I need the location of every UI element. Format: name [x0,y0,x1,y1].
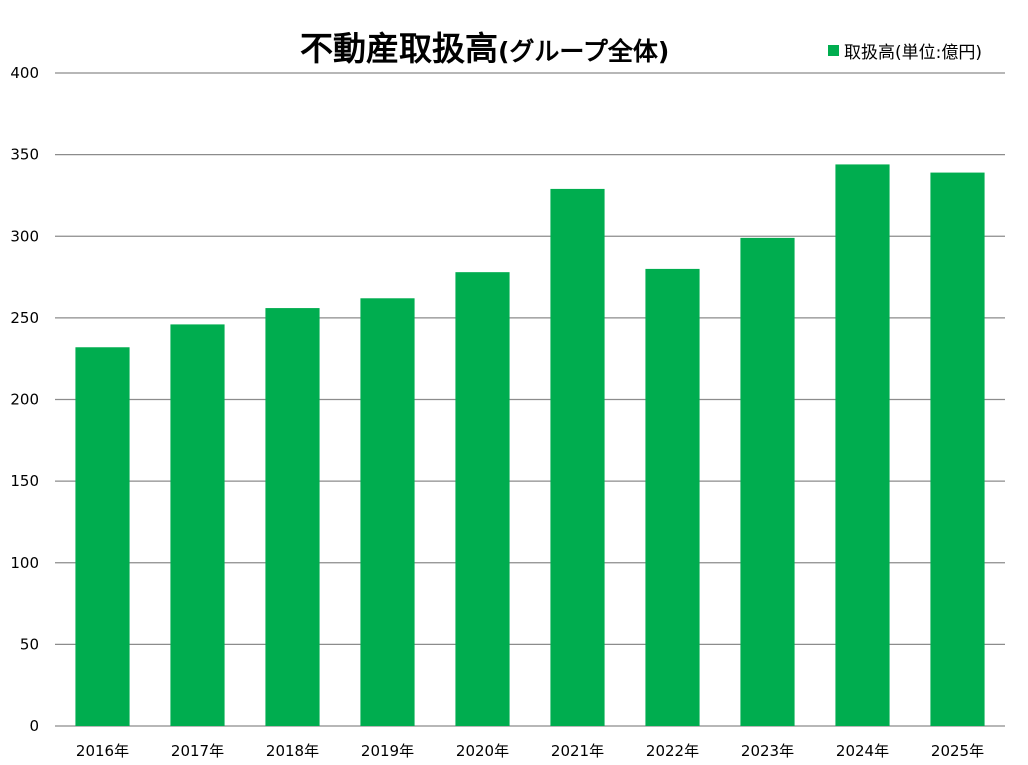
chart-title-main: 不動産取扱高 [300,29,498,68]
bar-2018年 [265,308,320,726]
y-tick-label: 350 [10,146,39,164]
bar-2021年 [550,188,605,727]
bar-2020年 [455,272,510,726]
x-tick-label: 2025年 [931,742,984,760]
y-tick-label: 150 [10,472,39,490]
y-tick-label: 300 [10,227,39,245]
x-tick-label: 2024年 [836,742,889,760]
bar-2023年 [740,237,795,726]
bar-2024年 [835,164,890,727]
y-tick-label: 50 [20,635,39,653]
bar-2016年 [75,347,130,726]
chart-title: 不動産取扱高(グループ全体) [300,22,669,70]
y-tick-label: 250 [10,309,39,327]
x-tick-label: 2020年 [456,742,509,760]
legend-label: 取扱高(単位:億円) [844,43,982,63]
x-tick-label: 2023年 [741,742,794,760]
legend-swatch [828,45,839,56]
x-tick-label: 2018年 [266,742,319,760]
y-tick-label: 100 [10,554,39,572]
legend: 取扱高(単位:億円) [828,38,982,63]
chart-title-subtitle: (グループ全体) [498,37,670,66]
bar-2022年 [645,268,700,726]
x-tick-label: 2019年 [361,742,414,760]
x-tick-label: 2021年 [551,742,604,760]
bar-2025年 [930,172,985,726]
x-tick-label: 2016年 [76,742,129,760]
y-tick-label: 200 [10,391,39,409]
y-tick-label: 0 [29,717,39,735]
y-tick-label: 400 [10,64,39,82]
bar-2017年 [170,324,225,726]
bar-2019年 [360,298,415,726]
x-tick-label: 2022年 [646,742,699,760]
x-tick-label: 2017年 [171,742,224,760]
